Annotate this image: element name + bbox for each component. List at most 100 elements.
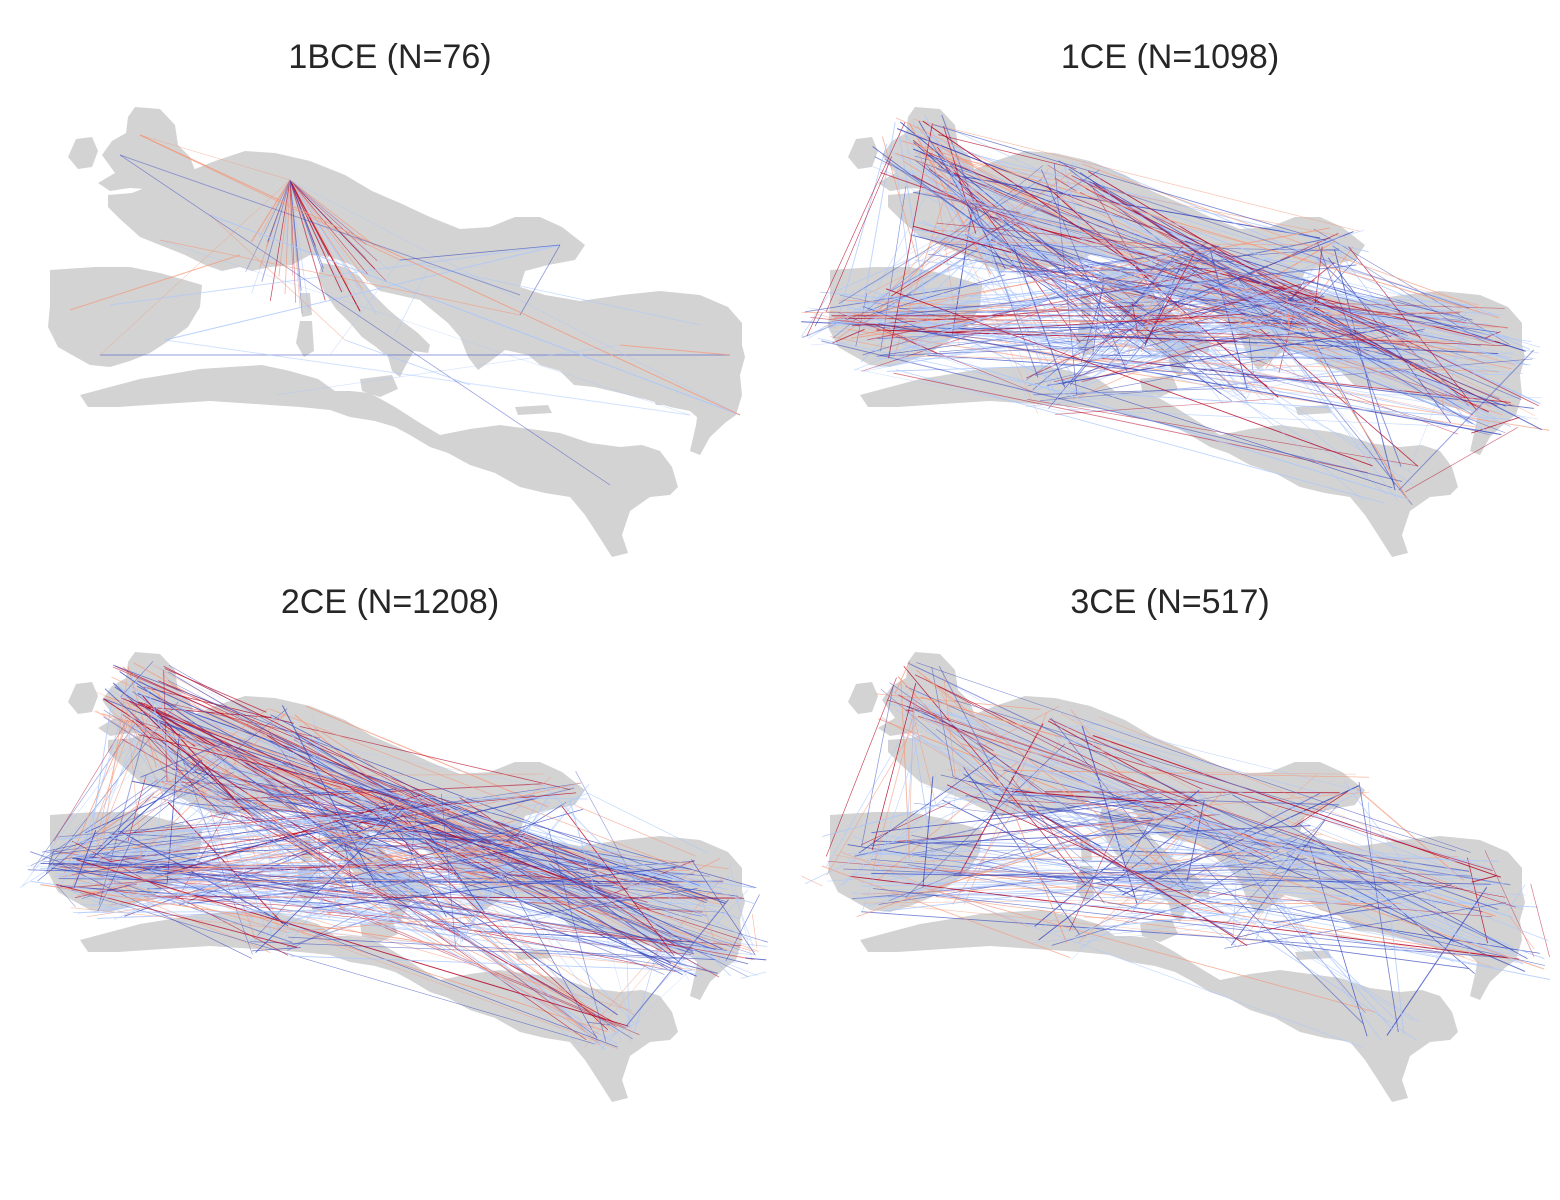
connection-line [752,914,758,948]
connection-line [925,159,1039,414]
connection-line [835,143,888,327]
connection-line [225,805,323,920]
connection-line [1137,791,1370,812]
connection-line [1194,788,1382,1040]
connection-line [918,187,1214,279]
connection-line [907,864,1245,929]
connection-line [93,885,399,899]
connection-line [89,702,112,841]
connection-line [91,759,203,859]
connection-line [1273,834,1322,836]
connection-line [1135,324,1195,327]
connection-line [1386,886,1488,1036]
connection-line [1194,325,1392,343]
connection-line [959,723,1044,874]
connection-line [1189,823,1428,887]
connection-line [900,905,1266,942]
connection-line [990,260,1181,285]
connection-line [867,166,941,307]
connection-line [880,162,1480,330]
connection-line [163,669,168,782]
connection-line [821,865,1071,959]
connection-line [94,691,542,880]
connection-line [847,858,1363,1048]
connection-line [96,680,128,885]
roman-empire-map [48,107,745,557]
connection-line [905,709,914,712]
connection-line [914,839,1499,862]
connection-line [1099,890,1550,980]
connection-line [1317,327,1420,332]
connection-line [943,125,977,234]
connection-line [336,869,690,874]
connection-line [289,179,367,259]
connection-line [1010,770,1370,778]
connection-line [1201,237,1330,265]
connection-line [1484,850,1535,958]
connection-line [328,875,345,919]
connection-line [961,311,1463,326]
connection-line [103,893,357,896]
connection-line [289,179,360,302]
connection-line [935,896,1243,937]
connection-line [922,776,934,887]
connection-line [503,874,598,1039]
connection-line [872,699,918,870]
connection-line [289,179,369,276]
connection-line [946,711,1515,954]
connection-line [423,884,675,887]
connection-line [323,839,756,952]
connection-line [575,805,697,857]
connection-line [922,130,1364,501]
connection-line [1099,716,1458,864]
connection-line [849,875,1519,960]
connection-line [31,880,461,938]
connection-line [400,822,728,890]
ireland-land [68,137,98,169]
connection-line [838,299,1273,320]
connection-line [91,797,387,861]
connection-line [844,319,919,341]
connection-line [330,855,501,882]
connection-line [221,773,544,777]
roman-empire-map [19,652,768,1102]
connection-line [1227,274,1413,506]
connection-line [876,761,1019,882]
connection-line [725,894,760,962]
connection-line [1092,850,1233,885]
connection-line [914,259,1276,307]
connection-line [876,196,973,307]
connection-line [124,697,180,798]
britain-land [878,107,976,191]
connection-line [1009,771,1417,1041]
sardinia-land [296,321,314,357]
connection-line [1184,801,1318,860]
connection-line [916,662,1471,853]
connection-line [27,869,614,886]
connection-line [1288,793,1341,829]
connection-line [287,895,394,951]
connection-line [378,848,617,1033]
panel-title: 1CE (N=1098) [1060,38,1280,76]
connection-line [1049,718,1203,790]
connection-line [1201,864,1364,1025]
connection-line [184,777,525,838]
connection-line [120,830,289,927]
connection-line [871,798,1170,834]
connection-line [73,830,97,888]
connection-line [289,179,370,247]
connection-line [1206,263,1395,473]
connection-line [138,734,429,806]
connection-line [569,799,597,894]
connection-line [898,133,932,340]
connection-line [903,325,1147,349]
connection-line [150,734,315,871]
connection-line [1234,884,1452,939]
connection-line [1026,351,1514,408]
connection-line [334,829,509,835]
connection-line [60,706,158,886]
roman-empire-map [801,652,1550,1102]
connection-line [519,244,561,316]
ireland-land [848,137,878,169]
connection-line [953,869,1253,877]
